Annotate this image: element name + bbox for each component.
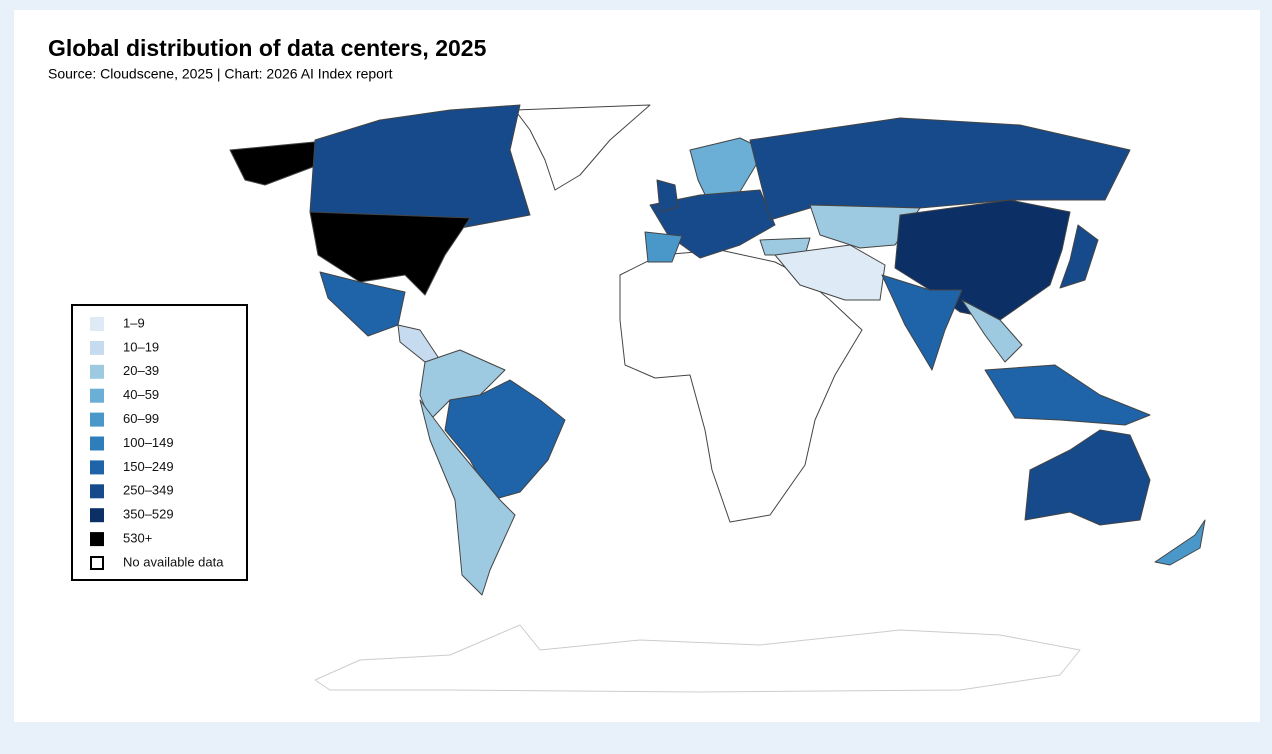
legend-label: 250–349 (123, 483, 174, 498)
spain (644, 231, 683, 263)
brazil (444, 379, 566, 501)
legend-label: 350–529 (123, 507, 174, 522)
legend-label: 20–39 (123, 363, 159, 378)
legend-label: 40–59 (123, 387, 159, 402)
legend-swatch (90, 556, 104, 570)
indonesia (984, 364, 1151, 426)
legend-label: 530+ (123, 531, 152, 546)
legend-label: 60–99 (123, 411, 159, 426)
southern-south-america (419, 399, 516, 596)
legend-swatch (90, 460, 104, 475)
canada (309, 104, 531, 231)
uk (656, 179, 679, 213)
legend-label: 1–9 (123, 315, 145, 330)
legend-swatch (90, 436, 104, 451)
legend-label: 100–149 (123, 435, 174, 450)
legend-swatch (90, 317, 104, 331)
legend-swatch (90, 508, 104, 523)
usa (309, 211, 471, 296)
new-zealand (1154, 519, 1206, 566)
antarctica (314, 624, 1081, 693)
southeast-asia (961, 299, 1023, 363)
title: Global distribution of data centers, 202… (48, 35, 487, 61)
india (881, 274, 963, 371)
legend-swatch (90, 532, 104, 547)
middle-east (774, 244, 886, 301)
legend-label: 10–19 (123, 339, 159, 354)
russia (749, 117, 1131, 221)
greenland (514, 104, 651, 191)
africa (619, 249, 863, 523)
legend-swatch (90, 364, 104, 379)
legend-swatch (90, 484, 104, 499)
legend-swatch (90, 412, 104, 427)
legend-swatch (90, 388, 104, 403)
central-asia (809, 204, 921, 249)
legend-label: No available data (123, 554, 224, 569)
australia (1024, 429, 1151, 526)
subtitle: Source: Cloudscene, 2025 | Chart: 2026 A… (48, 66, 393, 82)
japan (1059, 224, 1099, 289)
central-america (397, 324, 441, 363)
legend-label: 150–249 (123, 459, 174, 474)
legend-swatch (90, 340, 104, 355)
